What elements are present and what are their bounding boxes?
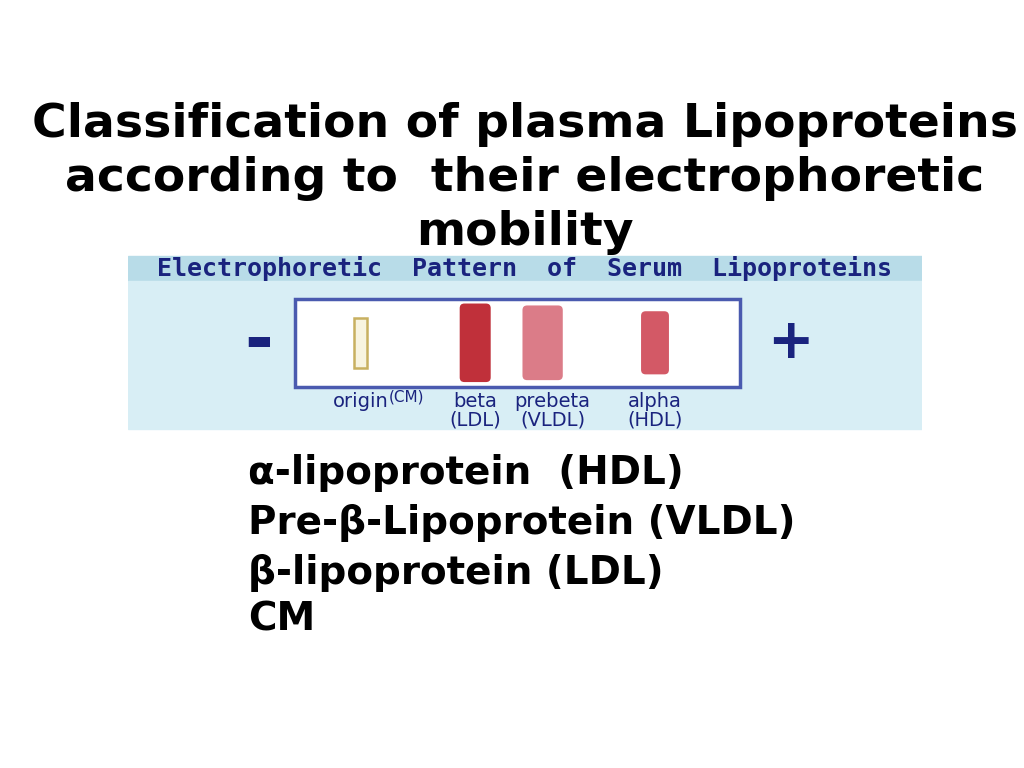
Text: α-lipoprotein  (HDL): α-lipoprotein (HDL) <box>248 454 684 492</box>
Text: CM: CM <box>248 601 315 638</box>
Text: -: - <box>244 310 272 376</box>
Text: (VLDL): (VLDL) <box>520 410 586 429</box>
Bar <box>295 299 740 387</box>
Text: alpha: alpha <box>628 392 682 412</box>
Bar <box>353 318 368 368</box>
Text: (HDL): (HDL) <box>628 410 683 429</box>
Text: β-lipoprotein (LDL): β-lipoprotein (LDL) <box>248 554 664 592</box>
Text: +: + <box>767 316 814 370</box>
FancyBboxPatch shape <box>522 306 563 380</box>
Text: beta: beta <box>454 392 497 412</box>
Text: Classification of plasma Lipoproteins
according to  their electrophoretic
mobili: Classification of plasma Lipoproteins ac… <box>32 102 1018 255</box>
Bar <box>128 257 922 281</box>
Text: (LDL): (LDL) <box>450 410 501 429</box>
Text: (CM): (CM) <box>389 389 425 405</box>
FancyBboxPatch shape <box>641 311 669 374</box>
Text: Pre-β-Lipoprotein (VLDL): Pre-β-Lipoprotein (VLDL) <box>248 504 796 542</box>
FancyBboxPatch shape <box>460 303 490 382</box>
Text: origin: origin <box>333 392 388 412</box>
Text: prebeta: prebeta <box>515 392 591 412</box>
Text: Electrophoretic  Pattern  of  Serum  Lipoproteins: Electrophoretic Pattern of Serum Lipopro… <box>158 256 892 281</box>
Bar <box>128 281 922 429</box>
